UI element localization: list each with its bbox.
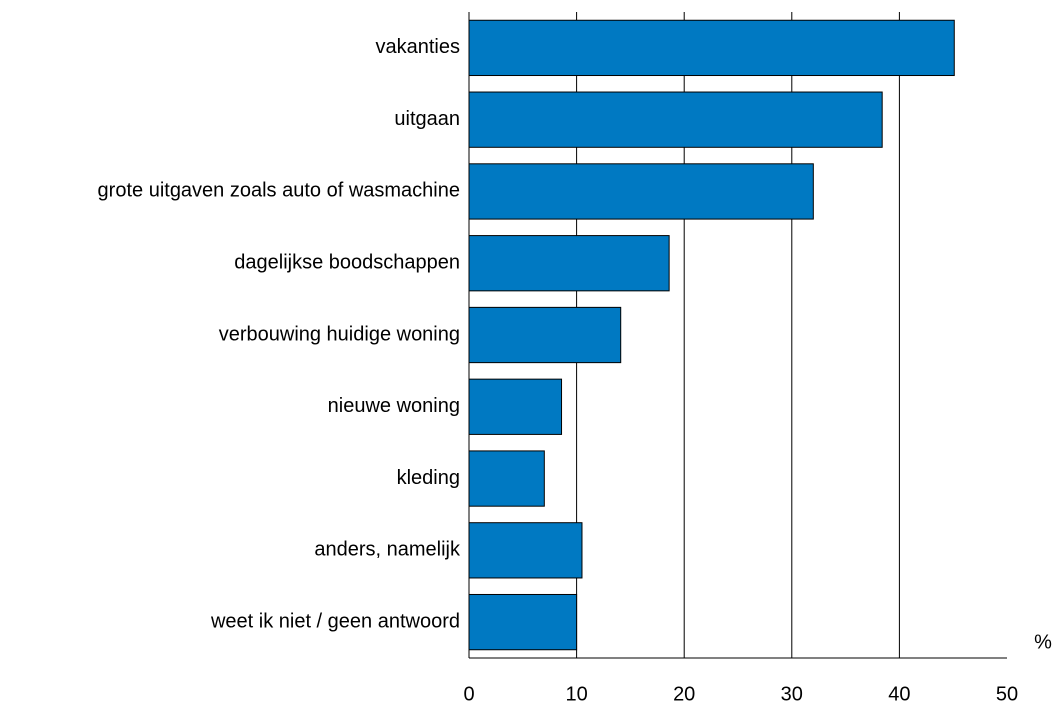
y-tick-label: vakanties bbox=[376, 36, 461, 58]
y-tick-label: verbouwing huidige woning bbox=[219, 323, 460, 345]
bar bbox=[468, 235, 670, 292]
y-tick-label: kleding bbox=[397, 467, 460, 489]
y-tick-label: anders, namelijk bbox=[314, 539, 461, 561]
bar bbox=[468, 19, 955, 77]
y-tick-label: uitgaan bbox=[394, 108, 460, 130]
bar bbox=[468, 522, 583, 579]
bar bbox=[468, 306, 622, 364]
bar bbox=[468, 378, 563, 435]
bar bbox=[468, 163, 814, 220]
x-tick-label: 30 bbox=[781, 683, 803, 705]
x-tick-label: 50 bbox=[996, 683, 1018, 705]
y-tick-label: nieuwe woning bbox=[328, 395, 460, 417]
y-tick-label: weet ik niet / geen antwoord bbox=[210, 610, 460, 632]
x-tick-label: 40 bbox=[888, 683, 910, 705]
bar bbox=[468, 91, 883, 148]
bar bbox=[468, 450, 545, 507]
x-tick-label: 10 bbox=[565, 683, 587, 705]
y-tick-label: grote uitgaven zoals auto of wasmachine bbox=[98, 180, 460, 202]
x-tick-label: 20 bbox=[673, 683, 695, 705]
y-tick-label: dagelijkse boodschappen bbox=[234, 252, 460, 274]
x-tick-label: 0 bbox=[463, 683, 474, 705]
x-axis-label: % bbox=[1034, 631, 1052, 653]
bar bbox=[468, 593, 578, 651]
